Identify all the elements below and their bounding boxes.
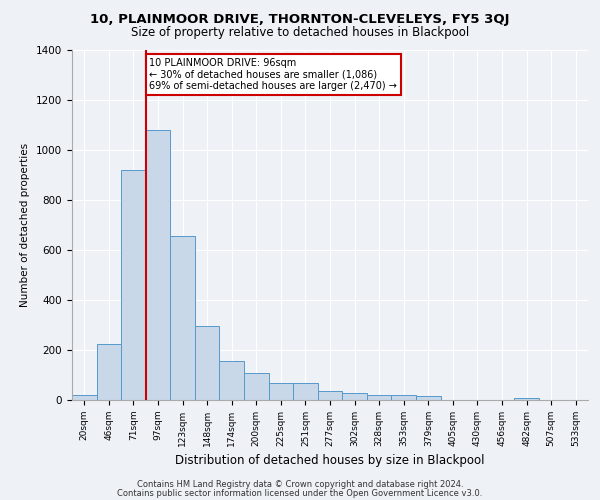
Text: 10 PLAINMOOR DRIVE: 96sqm
← 30% of detached houses are smaller (1,086)
69% of se: 10 PLAINMOOR DRIVE: 96sqm ← 30% of detac…	[149, 58, 397, 90]
Bar	[391, 394, 416, 400]
Bar	[416, 396, 440, 400]
X-axis label: Distribution of detached houses by size in Blackpool: Distribution of detached houses by size …	[175, 454, 485, 468]
Bar	[121, 170, 146, 400]
Bar	[367, 394, 391, 400]
Text: Contains HM Land Registry data © Crown copyright and database right 2024.: Contains HM Land Registry data © Crown c…	[137, 480, 463, 489]
Y-axis label: Number of detached properties: Number of detached properties	[20, 143, 31, 307]
Bar	[220, 361, 244, 400]
Bar	[244, 373, 269, 400]
Bar	[318, 390, 342, 400]
Bar	[293, 382, 318, 400]
Bar	[195, 326, 220, 400]
Text: Size of property relative to detached houses in Blackpool: Size of property relative to detached ho…	[131, 26, 469, 39]
Text: 10, PLAINMOOR DRIVE, THORNTON-CLEVELEYS, FY5 3QJ: 10, PLAINMOOR DRIVE, THORNTON-CLEVELEYS,…	[90, 12, 510, 26]
Bar	[514, 398, 539, 400]
Bar	[146, 130, 170, 400]
Bar	[97, 344, 121, 400]
Bar	[342, 393, 367, 400]
Bar	[170, 236, 195, 400]
Bar	[269, 382, 293, 400]
Bar	[72, 395, 97, 400]
Text: Contains public sector information licensed under the Open Government Licence v3: Contains public sector information licen…	[118, 488, 482, 498]
